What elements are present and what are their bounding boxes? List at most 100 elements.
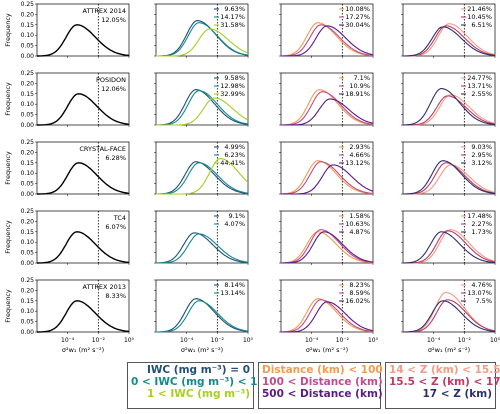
panel-r5-c1-series-all [37,300,130,333]
panel-r1-c1-ytick-label-1: 0.05 [21,43,35,50]
panel-r2-c3-legend-label-2: 10.9% [349,82,370,90]
legend-iwc-1: IWC (mg m⁻³) = 0 [146,364,250,376]
panel-r1-c1-ytick-label-2: 0.10 [21,32,35,39]
panel-r5-c4-legend-label-3: 7.5% [475,297,492,305]
legend-iwc-2: 0 < IWC (mg m⁻³) < 1 [131,376,258,388]
legend-distance-1: Distance (km) < 100 [262,364,383,376]
panel-r1-c2-legend-label-2: 14.17% [220,13,245,21]
panel-r4-c1-campaign-pct: 6.07% [105,223,126,231]
panel-r1-c1-ytick-label-4: 0.20 [21,11,35,18]
panel-r2-c2-legend-label-2: 12.98% [220,82,245,90]
panel-r4-c3-frame [280,210,374,264]
panel-r5-c1-xtick-label-1: 10⁻² [92,337,106,344]
panel-r5-c3-series-1 [281,298,373,333]
legend-altitude-2: 15.5 < Z (km) < 17 [389,376,500,388]
panel-r1-c2-series-2 [156,22,249,57]
xlabel-col-3: σ²w₁ (m² s⁻²) [306,346,348,354]
panel-r4-c3-legend-label-2: 10.63% [345,220,370,228]
panel-r4-c2-legend-label-2: 4.07% [224,220,245,228]
panel-r3-c4-legend-label-3: 3.12% [471,159,492,167]
panel-r3-c1-ytick-label-0: 0.00 [21,191,35,198]
panel-r5-c3-xtick-label-0: 10⁻⁴ [305,337,319,344]
panel-r5-c2-xtick-label-2: 10⁰ [243,337,254,344]
panel-r5-c1-xtick-label-2: 10⁰ [124,337,135,344]
panel-r3-c2-legend-label-2: 6.23% [224,151,245,159]
panel-r5-c3-legend-label-2: 8.59% [349,289,370,297]
panel-r2-c4-series-3 [403,88,496,126]
panel-r4-c4-frame [402,210,496,264]
panel-r3-c4-series-2 [403,162,496,195]
panel-r4-c3-series-3 [281,231,374,264]
panel-r5-c4-xtick-label-0: 10⁻⁴ [427,337,441,344]
panel-r2-c1-campaign-label: POSIDON [96,76,126,84]
legend-altitude: 14 < Z (km) < 15.5 15.5 < Z (km) < 17 17… [385,362,500,409]
panel-r1-c3-series-3 [281,25,374,57]
ylabel-row-3: Frequency [4,151,12,185]
panel-r1-c1-ytick-label-0: 0.00 [21,53,35,60]
panel-r3-c3-series-2 [281,161,374,195]
panel-r4-c1-ytick-label-0: 0.00 [21,260,35,267]
panel-r4-c3-series-1 [281,231,374,264]
panel-r1-c4-frame [402,3,496,57]
panel-r5-c3-legend-label-1: 8.23% [349,281,370,289]
panel-r5-c2-frame [155,279,249,333]
ylabel-row-5: Frequency [4,289,12,323]
panel-r5-c4-series-3 [403,300,496,333]
xlabel-col-2: σ²w₁ (m² s⁻²) [181,346,223,354]
panel-r1-c1-campaign-pct: 12.05% [101,16,126,24]
panel-r2-c1-ytick-label-3: 0.15 [21,91,35,98]
panel-r5-c4-legend-label-2: 13.07% [467,289,492,297]
panel-r2-c3-legend-label-1: 7.1% [353,74,370,82]
panel-r2-c1-ytick-label-5: 0.25 [21,70,35,77]
panel-r3-c1-ytick-label-4: 0.20 [21,149,35,156]
panel-r4-c1-ytick-label-3: 0.15 [21,229,35,236]
panel-r5-c1-campaign-label: ATTREX 2013 [83,283,126,291]
panel-r4-c1-ytick-label-4: 0.20 [21,218,35,225]
panel-r5-c3-frame [280,279,374,333]
panel-r1-c3-legend-label-3: 30.04% [345,21,370,29]
panel-r1-c4-legend-label-2: 10.45% [467,13,492,21]
panel-r5-c4-series-2 [403,299,496,333]
panel-r3-c2-series-3 [156,158,249,195]
panel-r5-c1-ytick-label-2: 0.10 [21,308,35,315]
panel-r3-c1-campaign-pct: 6.28% [105,154,126,162]
panel-r5-c3-legend-label-3: 16.02% [345,297,370,305]
ylabel-row-2: Frequency [4,82,12,116]
panel-r2-c2-legend-label-3: 32.99% [220,90,245,98]
panel-r4-c1-ytick-label-1: 0.05 [21,250,35,257]
panel-r1-c3-legend-label-1: 10.08% [345,5,370,13]
panel-r5-c1-campaign-pct: 8.33% [105,292,126,300]
panel-r3-c2-series-2 [156,162,249,195]
panel-r3-c1-ytick-label-5: 0.25 [21,139,35,146]
panel-r3-c2-frame [155,141,249,195]
panel-r1-c3-legend-label-2: 17.27% [345,13,370,21]
panel-r1-c4-series-2 [403,25,496,57]
panel-r2-c4-frame [402,72,496,126]
panel-r3-c1-ytick-label-2: 0.10 [21,170,35,177]
panel-r4-c3-series-2 [281,229,374,264]
panel-r5-c2-xtick-label-0: 10⁻⁴ [180,337,194,344]
panel-r5-c1-ytick-label-0: 0.00 [21,329,35,336]
panel-r3-c3-legend-label-3: 13.12% [345,159,370,167]
panel-r4-c1-series-all [37,231,130,264]
panel-r5-c4-legend-label-1: 4.76% [471,281,492,289]
legend-iwc: IWC (mg m⁻³) = 0 0 < IWC (mg m⁻³) < 1 1 … [127,362,258,409]
panel-r3-c3-legend-label-2: 4.66% [349,151,370,159]
panel-r5-c4-xtick-label-1: 10⁻² [458,337,472,344]
legend-altitude-3: 17 < Z (km) [422,388,492,400]
panel-r2-c3-frame [280,72,374,126]
panel-r3-c4-legend-label-1: 9.03% [471,143,492,151]
panel-r3-c3-series-1 [281,160,373,195]
panel-r1-c4-legend-label-1: 21.46% [467,5,492,13]
panel-r1-c1-frame [36,3,130,57]
ylabel-row-4: Frequency [4,220,12,254]
panel-r5-c2-xtick-label-1: 10⁻² [211,337,225,344]
panel-r1-c1-ytick-label-5: 0.25 [21,1,35,8]
panel-r4-c3-legend-label-1: 1.58% [349,212,370,220]
panel-r1-c4-series-3 [403,26,496,57]
panel-r2-c3-legend-label-3: 18.91% [345,90,370,98]
panel-r3-c1-series-all [37,162,130,195]
panel-r3-c3-series-3 [281,164,374,195]
panel-r3-c4-series-1 [403,164,496,195]
panel-r3-c4-frame [402,141,496,195]
